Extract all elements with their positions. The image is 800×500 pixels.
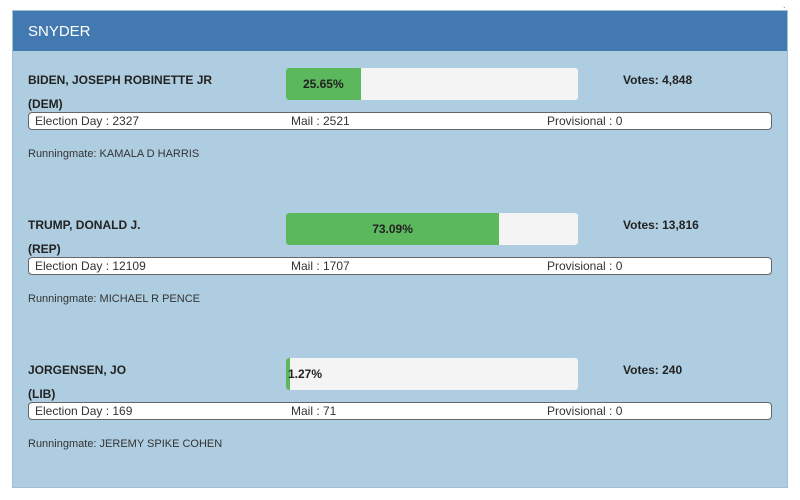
vote-share-fill [286, 68, 361, 100]
vote-share-bar: 1.27% [286, 358, 578, 390]
candidate-name: JORGENSEN, JO [28, 363, 127, 377]
candidate-party: (LIB) [28, 387, 56, 401]
candidate-party: (REP) [28, 242, 61, 256]
vote-breakdown: Election Day : 169 Mail : 71 Provisional… [28, 402, 772, 420]
provisional-votes: Provisional : 0 [547, 404, 623, 418]
vote-share-label: 25.65% [302, 77, 344, 91]
mail-votes: Mail : 2521 [291, 114, 350, 128]
runningmate-label: Runningmate: MICHAEL R PENCE [28, 293, 200, 305]
candidate-row: TRUMP, DONALD J. (REP) 73.09% Votes: 13,… [13, 213, 787, 333]
candidate-name: BIDEN, JOSEPH ROBINETTE JR [28, 73, 213, 87]
vote-share-fill [286, 358, 290, 390]
vote-breakdown: Election Day : 12109 Mail : 1707 Provisi… [28, 257, 772, 275]
candidate-name: TRUMP, DONALD J. [28, 218, 141, 232]
corner-mark: · [782, 2, 786, 13]
candidate-name-block: BIDEN, JOSEPH ROBINETTE JR (DEM) [28, 68, 278, 116]
mail-votes: Mail : 1707 [291, 259, 350, 273]
provisional-votes: Provisional : 0 [547, 259, 623, 273]
vote-total: Votes: 4,848 [623, 73, 693, 87]
election-day-votes: Election Day : 12109 [35, 259, 146, 273]
candidate-party: (DEM) [28, 97, 63, 111]
county-header[interactable]: SNYDER [13, 11, 787, 51]
vote-share-bar: 25.65% [286, 68, 578, 100]
provisional-votes: Provisional : 0 [547, 114, 623, 128]
vote-total: Votes: 13,816 [623, 218, 699, 232]
candidate-name-block: TRUMP, DONALD J. (REP) [28, 213, 278, 261]
runningmate-label: Runningmate: KAMALA D HARRIS [28, 148, 200, 160]
vote-share-label: 73.09% [372, 222, 413, 236]
county-title: SNYDER [28, 22, 91, 40]
candidate-row: JORGENSEN, JO (LIB) 1.27% Votes: 240 Ele… [13, 358, 787, 478]
candidate-name-block: JORGENSEN, JO (LIB) [28, 358, 278, 406]
election-day-votes: Election Day : 169 [35, 404, 133, 418]
mail-votes: Mail : 71 [291, 404, 337, 418]
vote-breakdown: Election Day : 2327 Mail : 2521 Provisio… [28, 112, 772, 130]
election-day-votes: Election Day : 2327 [35, 114, 140, 128]
vote-share-label: 1.27% [288, 367, 323, 381]
vote-share-fill [286, 213, 500, 245]
vote-total: Votes: 240 [623, 363, 683, 377]
vote-share-bar: 73.09% [286, 213, 578, 245]
runningmate-label: Runningmate: JEREMY SPIKE COHEN [28, 438, 223, 450]
county-results-panel: SNYDER BIDEN, JOSEPH ROBINETTE JR (DEM) … [12, 10, 788, 488]
candidate-row: BIDEN, JOSEPH ROBINETTE JR (DEM) 25.65% … [13, 68, 787, 188]
